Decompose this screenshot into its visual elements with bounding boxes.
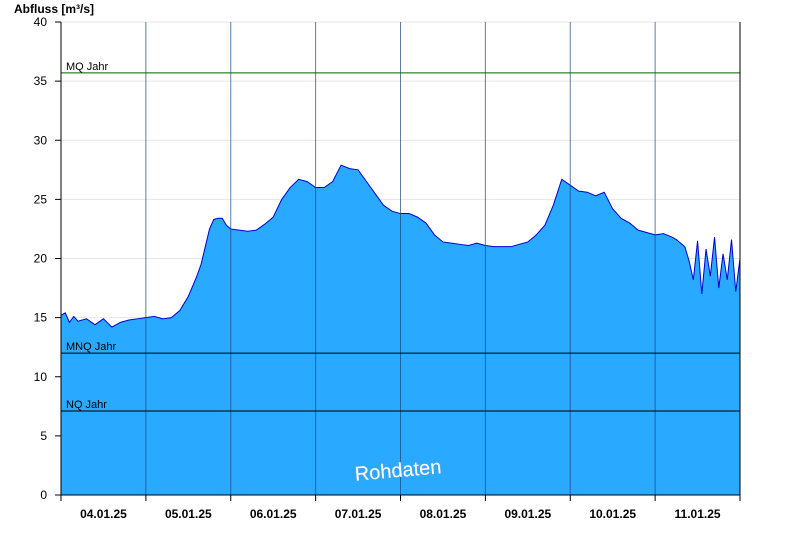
y-tick-label: 0	[40, 488, 47, 502]
reference-lines: MQ Jahr MNQ Jahr NQ Jahr	[61, 61, 740, 412]
y-tick-label: 10	[34, 370, 48, 384]
discharge-line	[60, 164, 741, 328]
reference-line-label: MNQ Jahr	[66, 341, 116, 353]
y-tick-label: 5	[40, 429, 47, 443]
y-axis-title: Abfluss [m³/s]	[14, 2, 94, 16]
day-divider-lines	[145, 22, 656, 495]
x-ticks: 04.01.25 05.01.25 06.01.25 07.01.25 08.01.25…	[60, 495, 741, 521]
y-tick-label: 15	[34, 311, 48, 325]
x-tick-label: 05.01.25	[165, 507, 212, 521]
x-tick-label: 09.01.25	[504, 507, 551, 521]
reference-line-label: MQ Jahr	[66, 61, 109, 73]
y-tick-label: 25	[34, 192, 48, 206]
y-tick-label: 30	[34, 133, 48, 147]
y-tick-label: 20	[34, 252, 48, 266]
x-tick-label: 08.01.25	[420, 507, 467, 521]
x-tick-label: 11.01.25	[675, 507, 721, 521]
y-tick-label: 40	[34, 15, 48, 29]
reference-line-label: NQ Jahr	[66, 399, 107, 411]
y-tick-label: 35	[34, 74, 48, 88]
x-tick-label: 07.01.25	[335, 507, 382, 521]
x-tick-label: 04.01.25	[80, 507, 127, 521]
y-ticks: 0 5 10 15 20 25 30 35 40	[34, 15, 61, 502]
x-tick-label: 06.01.25	[250, 507, 297, 521]
x-tick-label: 10.01.25	[589, 507, 636, 521]
